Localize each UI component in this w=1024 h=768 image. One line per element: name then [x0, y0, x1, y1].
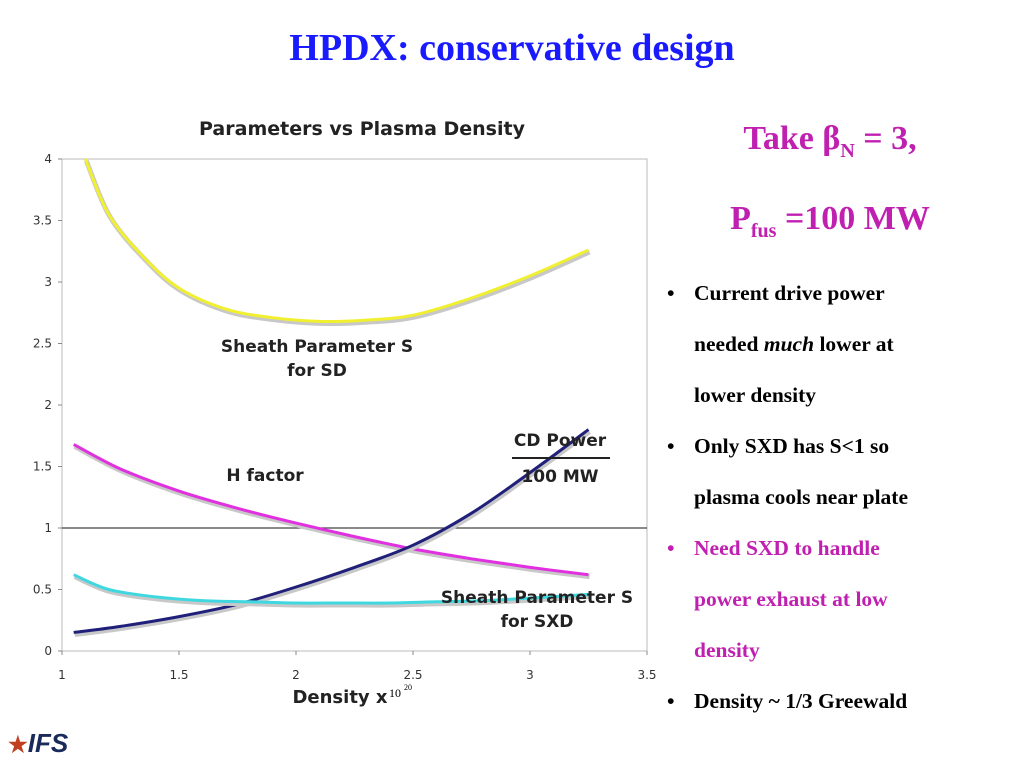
bullet-dot: •	[667, 434, 675, 458]
pfus-p: P	[730, 200, 751, 237]
slide-title: HPDX: conservative design	[289, 27, 735, 69]
pfus-suffix: =100 MW	[776, 200, 930, 237]
series-line-sheath-sd-shadow	[84, 160, 591, 327]
take-prefix: Take	[743, 120, 823, 157]
pfus-subscript: fus	[750, 219, 777, 242]
bullet-item-only-sxd: • Only SXD has S<1 so plasma cools near …	[663, 421, 1018, 523]
pfus-line: Pfus =100 MW	[655, 200, 1005, 243]
bullet-item-density: • Density ~ 1/3 Greewald	[663, 676, 1018, 727]
bullet-text: power exhaust at low	[694, 587, 888, 611]
chart-title: Parameters vs Plasma Density	[199, 118, 526, 140]
bullet-text: Current drive power	[694, 281, 885, 305]
y-tick-label: 2.5	[33, 337, 52, 351]
plot-area: 0 0.5 1 1.5 2 2.5 3 3.5 4 1 1.5 2 2.5 3 3.5 Sheath Para…	[33, 152, 657, 708]
bullet-text: Only SXD has S<1 so	[694, 434, 890, 458]
series-line-sheath-sxd	[73, 573, 589, 605]
bullet-text: plasma cools near plate	[694, 485, 909, 509]
x-tick-label: 3.5	[637, 668, 656, 682]
series-label-cd-power: CD Power	[514, 431, 607, 451]
series-label-sheath-sxd: Sheath Parameter S	[441, 588, 633, 608]
y-tick-label: 0	[44, 644, 52, 658]
y-tick-label: 2	[44, 398, 52, 412]
bullet-text: lower density	[694, 383, 817, 407]
x-tick-label: 1	[58, 668, 66, 682]
bullet-dot: •	[667, 689, 675, 713]
series-line-sheath-sd	[84, 158, 590, 324]
series-label-sheath-sd: Sheath Parameter S	[221, 337, 413, 357]
series-label-sheath-sd: for SD	[287, 361, 347, 381]
y-tick-label: 1	[44, 521, 52, 535]
y-tick-label: 4	[44, 152, 52, 166]
series-line-cd-power-shadow	[74, 429, 591, 637]
beta-subscript: N	[840, 139, 855, 162]
bullet-text: Need SXD to handle	[694, 536, 880, 560]
y-tick-label: 1.5	[33, 460, 52, 474]
y-tick-label: 3	[44, 275, 52, 289]
series-label-cd-power-denominator: 100 MW	[521, 467, 598, 487]
bullet-text: density	[694, 638, 760, 662]
logo-text: IFS	[27, 728, 69, 758]
bullet-dot: •	[667, 281, 675, 305]
x-axis-label: Density x	[292, 687, 387, 708]
bullet-dot: •	[667, 536, 675, 560]
series-line-h-factor-shadow	[73, 444, 590, 580]
series-line-cd-power	[73, 428, 590, 634]
x-axis-unit: 10	[389, 686, 401, 700]
y-tick-label: 3.5	[33, 214, 52, 228]
bullet-text: Density ~ 1/3 Greewald	[694, 689, 908, 713]
beta-n-line: Take βN = 3,	[655, 120, 1005, 163]
x-tick-label: 2	[292, 668, 300, 682]
plot-frame	[61, 158, 648, 652]
series-label-h-factor: H factor	[226, 466, 304, 486]
bullet-text: lower at	[814, 332, 894, 356]
ifs-logo: ★IFS	[8, 728, 68, 759]
beta-symbol: β	[822, 120, 841, 157]
bullet-list: • Current drive power needed much lower …	[663, 268, 1018, 727]
x-tick-label: 3	[526, 668, 534, 682]
series-label-sheath-sxd: for SXD	[501, 612, 574, 632]
x-tick-label: 2.5	[403, 668, 422, 682]
y-tick-label: 0.5	[33, 583, 52, 597]
bullet-text: needed	[694, 332, 764, 356]
take-suffix: = 3,	[854, 120, 917, 157]
x-tick-label: 1.5	[169, 668, 188, 682]
x-axis-unit-exponent: 20	[404, 683, 412, 692]
bullet-item-need-sxd: • Need SXD to handle power exhaust at lo…	[663, 523, 1018, 676]
bullet-item-current-drive: • Current drive power needed much lower …	[663, 268, 1018, 421]
star-icon: ★	[8, 732, 28, 757]
series-line-sheath-sxd-shadow	[73, 574, 590, 608]
series-line-h-factor	[73, 443, 589, 577]
bullet-emphasis: much	[763, 332, 815, 356]
chart: Parameters vs Plasma Density 0 0.5 1 1.5 2 2.…	[33, 118, 657, 708]
